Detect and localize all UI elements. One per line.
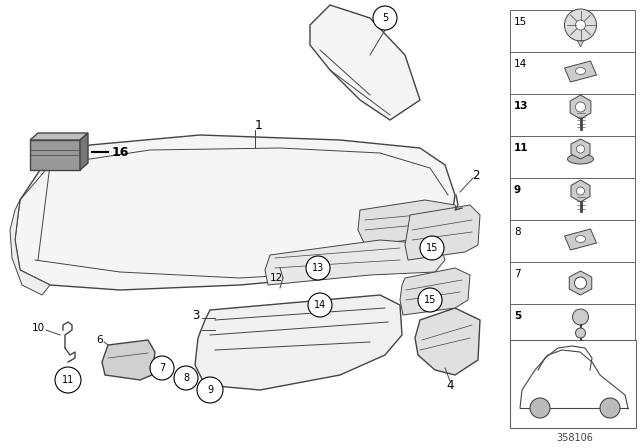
Polygon shape <box>569 271 592 295</box>
Circle shape <box>577 187 584 195</box>
FancyBboxPatch shape <box>510 136 635 178</box>
Circle shape <box>150 356 174 380</box>
Circle shape <box>575 102 586 112</box>
Text: 358106: 358106 <box>557 433 593 443</box>
Polygon shape <box>310 5 420 120</box>
Circle shape <box>373 6 397 30</box>
Circle shape <box>418 288 442 312</box>
Ellipse shape <box>568 154 593 164</box>
Polygon shape <box>571 180 590 202</box>
FancyBboxPatch shape <box>510 10 635 52</box>
Polygon shape <box>80 133 88 170</box>
Polygon shape <box>102 340 155 380</box>
Text: 7: 7 <box>514 269 520 279</box>
Text: 10: 10 <box>32 323 45 333</box>
Polygon shape <box>570 95 591 119</box>
Text: 14: 14 <box>514 59 527 69</box>
Text: 12: 12 <box>270 273 284 283</box>
Circle shape <box>308 293 332 317</box>
Polygon shape <box>30 140 80 170</box>
FancyBboxPatch shape <box>510 340 636 428</box>
FancyBboxPatch shape <box>510 94 635 136</box>
Circle shape <box>600 398 620 418</box>
Circle shape <box>55 367 81 393</box>
Text: 16: 16 <box>112 146 129 159</box>
Text: 6: 6 <box>97 335 103 345</box>
FancyBboxPatch shape <box>510 52 635 94</box>
Polygon shape <box>358 200 460 245</box>
Text: 11: 11 <box>514 143 529 153</box>
Polygon shape <box>10 200 50 295</box>
Polygon shape <box>265 240 445 285</box>
FancyBboxPatch shape <box>510 304 635 346</box>
Text: 9: 9 <box>514 185 521 195</box>
Text: 15: 15 <box>426 243 438 253</box>
Text: 8: 8 <box>514 227 520 237</box>
Polygon shape <box>30 133 88 140</box>
Text: 3: 3 <box>193 309 200 322</box>
Text: 8: 8 <box>183 373 189 383</box>
Ellipse shape <box>575 68 586 74</box>
Circle shape <box>530 398 550 418</box>
Polygon shape <box>571 139 590 159</box>
Text: 1: 1 <box>255 119 263 132</box>
Text: 15: 15 <box>514 17 527 27</box>
Circle shape <box>573 309 589 325</box>
Circle shape <box>575 328 586 338</box>
Circle shape <box>564 9 596 41</box>
Text: 5: 5 <box>382 13 388 23</box>
Text: 13: 13 <box>514 101 529 111</box>
Polygon shape <box>405 205 480 260</box>
Text: 13: 13 <box>312 263 324 273</box>
Text: 9: 9 <box>207 385 213 395</box>
Circle shape <box>197 377 223 403</box>
Polygon shape <box>577 41 584 47</box>
Text: 7: 7 <box>159 363 165 373</box>
Text: 2: 2 <box>472 168 479 181</box>
Text: 5: 5 <box>514 311 521 321</box>
Circle shape <box>174 366 198 390</box>
Polygon shape <box>195 295 402 390</box>
Circle shape <box>575 277 586 289</box>
Text: 14: 14 <box>314 300 326 310</box>
Ellipse shape <box>575 236 586 242</box>
Text: 11: 11 <box>62 375 74 385</box>
FancyBboxPatch shape <box>510 262 635 304</box>
Circle shape <box>420 236 444 260</box>
Polygon shape <box>15 135 455 290</box>
Circle shape <box>306 256 330 280</box>
Polygon shape <box>564 61 596 82</box>
Polygon shape <box>400 268 470 315</box>
Text: 15: 15 <box>424 295 436 305</box>
Circle shape <box>575 20 586 30</box>
Polygon shape <box>415 308 480 375</box>
FancyBboxPatch shape <box>510 220 635 262</box>
Text: 4: 4 <box>446 379 454 392</box>
Polygon shape <box>564 229 596 250</box>
Circle shape <box>577 145 584 153</box>
FancyBboxPatch shape <box>510 178 635 220</box>
